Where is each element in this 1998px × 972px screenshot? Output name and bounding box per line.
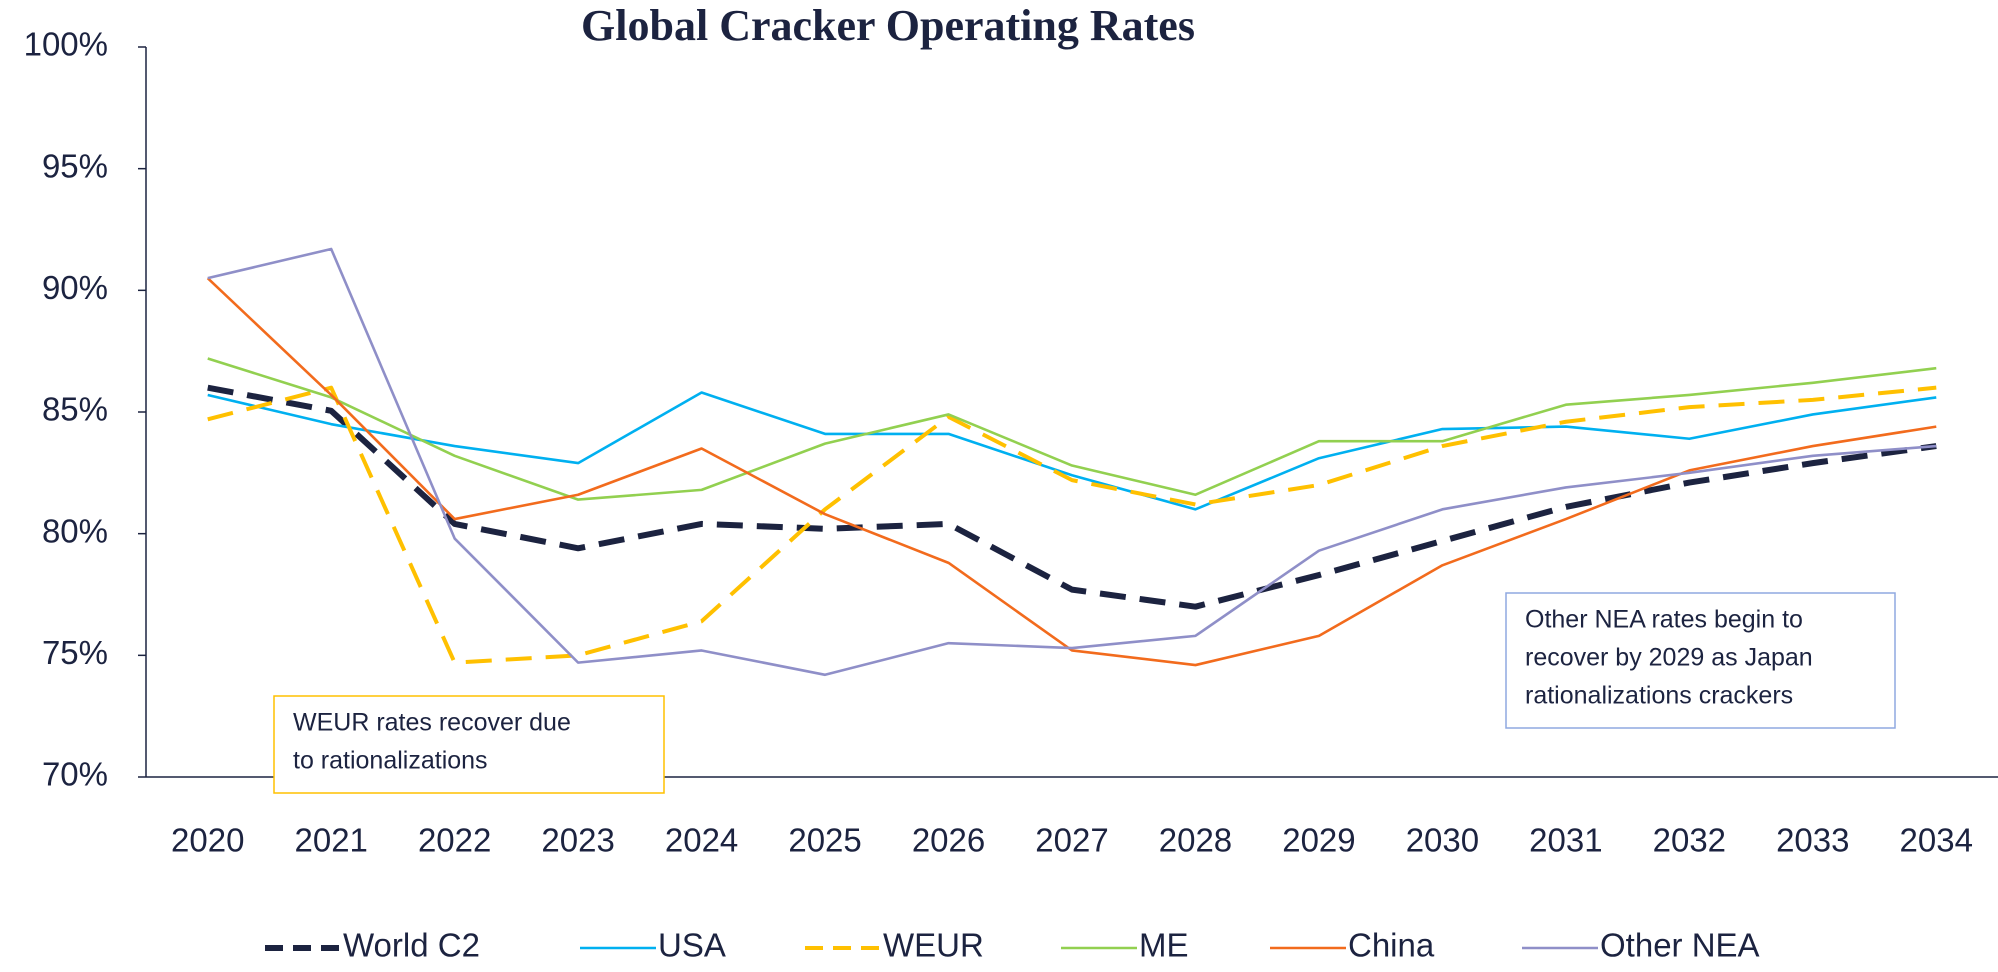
y-tick-label: 85% — [42, 391, 108, 428]
x-tick-label: 2034 — [1900, 822, 1973, 859]
annotation-text: rationalizations crackers — [1525, 682, 1793, 710]
x-tick-label: 2022 — [418, 822, 491, 859]
y-tick-label: 75% — [42, 634, 108, 671]
x-tick-label: 2025 — [788, 822, 861, 859]
legend-label: WEUR — [883, 927, 984, 964]
x-tick-label: 2021 — [294, 822, 367, 859]
x-tick-label: 2028 — [1159, 822, 1232, 859]
legend-label: China — [1348, 927, 1435, 964]
x-tick-label: 2031 — [1529, 822, 1602, 859]
annotation-box — [273, 695, 665, 794]
series-line — [207, 247, 1937, 677]
y-tick-label: 90% — [42, 269, 108, 306]
x-tick-label: 2024 — [665, 822, 738, 859]
annotation-text: to rationalizations — [293, 747, 488, 775]
series-line — [207, 391, 1937, 511]
x-tick-label: 2026 — [912, 822, 985, 859]
series-line — [207, 384, 1937, 610]
x-tick-label: 2027 — [1035, 822, 1108, 859]
series-line — [207, 357, 1937, 501]
x-tick-label: 2033 — [1776, 822, 1849, 859]
x-tick-label: 2023 — [541, 822, 614, 859]
x-tick-label: 2032 — [1653, 822, 1726, 859]
series-line — [206, 277, 1937, 667]
legend-label: ME — [1139, 927, 1189, 964]
chart-title: Global Cracker Operating Rates — [581, 1, 1195, 50]
y-tick-label: 95% — [42, 147, 108, 184]
x-tick-label: 2029 — [1282, 822, 1355, 859]
y-tick-label: 100% — [24, 26, 108, 63]
legend-label: World C2 — [343, 927, 480, 964]
y-tick-label: 70% — [42, 756, 108, 793]
series-line — [207, 385, 1937, 665]
annotation-box — [1505, 592, 1896, 729]
annotation-text: Other NEA rates begin to — [1525, 606, 1803, 634]
legend-label: USA — [658, 927, 726, 964]
legend-label: Other NEA — [1600, 927, 1760, 964]
annotation-text: recover by 2029 as Japan — [1525, 644, 1813, 672]
x-tick-label: 2020 — [171, 822, 244, 859]
y-tick-label: 80% — [42, 512, 108, 549]
annotation-text: WEUR rates recover due — [293, 709, 571, 737]
x-tick-label: 2030 — [1406, 822, 1479, 859]
